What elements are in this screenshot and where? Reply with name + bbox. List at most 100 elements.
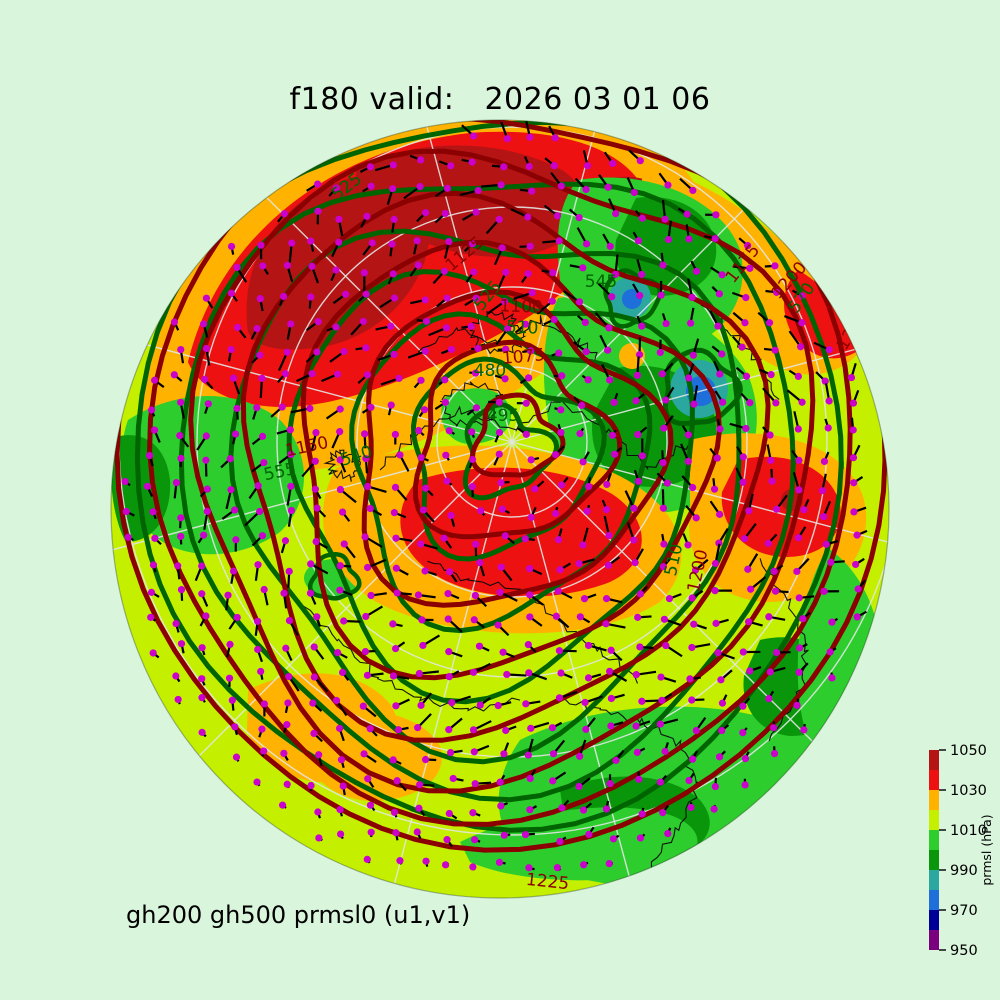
wind-station-dot	[498, 505, 506, 513]
wind-station-dot	[576, 430, 584, 438]
wind-station-dot	[502, 268, 510, 276]
colorbar-segment	[929, 770, 939, 790]
wind-station-dot	[445, 673, 453, 681]
wind-station-dot	[765, 613, 773, 621]
wind-station-dot	[200, 375, 209, 384]
wind-station-dot	[336, 830, 345, 838]
wind-station-dot	[253, 404, 261, 412]
wind-station-dot	[469, 668, 478, 676]
wind-station-dot	[469, 863, 477, 871]
wind-station-dot	[796, 644, 804, 652]
wind-station-dot	[359, 317, 367, 326]
wind-station-dot	[367, 403, 375, 411]
wind-station-dot	[630, 188, 638, 197]
wind-station-dot	[390, 808, 399, 816]
wind-station-dot	[260, 585, 268, 594]
wind-station-dot	[417, 701, 425, 709]
wind-station-dot	[335, 238, 343, 246]
wind-station-dot	[524, 213, 532, 221]
wind-station-dot	[174, 562, 182, 570]
wind-station-dot	[145, 451, 154, 460]
wind-station-dot	[198, 590, 206, 598]
wind-station-dot	[718, 726, 726, 735]
wind-station-dot	[416, 183, 424, 191]
wind-station-dot	[739, 648, 747, 656]
wind-station-dot	[853, 531, 861, 539]
wind-station-dot	[227, 345, 235, 354]
wind-station-dot	[607, 694, 615, 703]
colorbar-segment	[929, 750, 939, 770]
wind-station-dot	[314, 207, 322, 215]
wind-station-dot	[798, 398, 806, 406]
wind-station-dot	[494, 621, 502, 629]
wind-station-dot	[717, 676, 725, 684]
wind-station-dot	[555, 349, 563, 357]
wind-station-dot	[497, 802, 505, 810]
wind-station-dot	[177, 514, 185, 522]
wind-station-dot	[772, 288, 781, 296]
wind-station-dot	[284, 699, 292, 707]
wind-station-dot	[825, 397, 833, 405]
wind-station-dot	[306, 404, 314, 413]
wind-station-dot	[233, 613, 241, 622]
wind-station-dot	[580, 861, 588, 869]
wind-station-dot	[278, 801, 287, 809]
colorbar-tick-label: 1010	[950, 823, 987, 839]
wind-station-dot	[332, 696, 341, 705]
wind-station-dot	[525, 374, 533, 382]
wind-station-dot	[447, 162, 455, 170]
wind-station-dot	[336, 456, 344, 464]
wind-station-dot	[744, 618, 753, 626]
wind-station-dot	[445, 427, 453, 435]
wind-station-dot	[527, 347, 535, 355]
gh500-contour	[462, 402, 560, 501]
wind-station-dot	[387, 401, 395, 409]
wind-station-dot	[718, 271, 726, 279]
wind-station-dot	[445, 648, 453, 656]
wind-station-dot	[525, 162, 533, 171]
wind-station-dot	[849, 399, 858, 407]
wind-station-dot	[605, 324, 613, 332]
wind-station-dot	[662, 319, 670, 328]
meridian-line	[172, 441, 513, 783]
meridian-line	[511, 120, 637, 443]
wind-station-dot	[852, 560, 860, 569]
wind-station-dot	[602, 506, 611, 514]
wind-station-dot	[660, 615, 668, 623]
wind-station-dot	[711, 559, 720, 568]
wind-station-dot	[231, 723, 239, 731]
wind-station-dot	[525, 669, 533, 677]
wind-station-dot	[256, 507, 264, 516]
wind-station-dot	[285, 567, 293, 575]
wind-station-dot	[445, 809, 453, 818]
wind-station-dot	[849, 426, 857, 434]
wind-station-dot	[258, 374, 266, 382]
wind-station-dot	[468, 158, 476, 166]
wind-station-dot	[312, 429, 320, 437]
colorbar-axis-label: prmsl (hPa)	[979, 814, 994, 885]
wind-station-dot	[231, 506, 239, 514]
wind-station-dot	[636, 643, 644, 651]
wind-station-dot	[549, 750, 558, 758]
wind-station-dot	[689, 351, 697, 359]
wind-station-dot	[502, 726, 510, 735]
wind-station-dot	[764, 539, 772, 547]
wind-station-dot	[820, 587, 828, 595]
wind-station-dot	[772, 399, 780, 407]
wind-station-dot	[362, 612, 370, 621]
wind-station-dot	[364, 482, 372, 491]
wind-station-dot	[604, 346, 612, 354]
wind-station-dot	[388, 240, 396, 248]
colorbar-tick-label: 950	[950, 943, 978, 959]
wind-station-dot	[711, 587, 719, 595]
wind-station-dot	[306, 589, 315, 597]
wind-station-dot	[739, 478, 747, 486]
wind-station-dot	[231, 430, 240, 438]
wind-station-dot	[770, 567, 778, 575]
wind-station-dot	[739, 702, 747, 710]
wind-station-dot	[661, 215, 669, 223]
wind-station-dot	[685, 776, 693, 785]
wind-station-dot	[364, 775, 372, 783]
wind-station-dot	[202, 344, 211, 353]
wind-station-dot	[664, 829, 672, 838]
